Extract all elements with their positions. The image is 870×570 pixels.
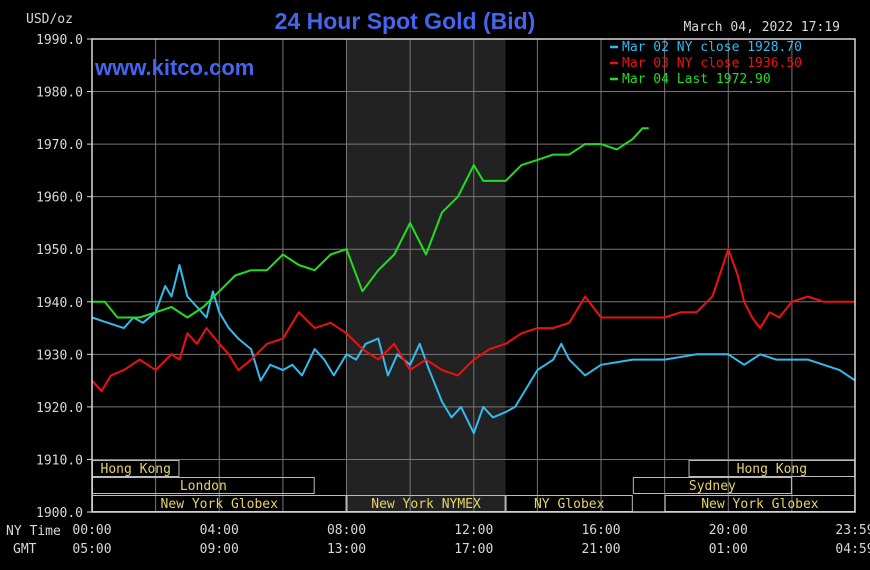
- x-tick-label-ny: 20:00: [709, 523, 748, 538]
- series-line-mar03: [91, 248, 856, 393]
- nymex-session-shade: [346, 39, 506, 512]
- unit-label: USD/oz: [26, 12, 73, 27]
- plot-frame: [91, 38, 856, 513]
- session-label: Hong Kong: [101, 462, 171, 477]
- y-tick-label: 1970.0: [36, 138, 83, 153]
- legend-label-mar04: Mar 04 Last 1972.90: [622, 72, 771, 87]
- y-tick-label: 1950.0: [36, 243, 83, 258]
- y-tick-label: 1900.0: [36, 506, 83, 521]
- y-tick-label: 1910.0: [36, 453, 83, 468]
- x-tick-label-gmt: 01:00: [709, 542, 748, 557]
- x-tick-label-ny: 08:00: [327, 523, 366, 538]
- y-tick-label: 1940.0: [36, 296, 83, 311]
- session-label: New York NYMEX: [371, 497, 481, 512]
- x-tick-label-gmt: 04:59: [835, 542, 870, 557]
- y-tick-label: 1980.0: [36, 86, 83, 101]
- y-tick-label: 1930.0: [36, 348, 83, 363]
- x-tick-label-gmt: 17:00: [454, 542, 493, 557]
- timestamp: March 04, 2022 17:19: [683, 20, 840, 35]
- gmt-label: GMT: [13, 542, 37, 557]
- session-box: [632, 477, 792, 494]
- session-label: Hong Kong: [737, 462, 807, 477]
- x-tick-label-ny: 00:00: [72, 523, 111, 538]
- watermark: www.kitco.com: [94, 55, 254, 80]
- series-line-mar02: [91, 264, 856, 435]
- session-label: London: [180, 479, 227, 494]
- x-tick-label-gmt: 13:00: [327, 542, 366, 557]
- session-label: NY Globex: [534, 497, 605, 512]
- y-tick-label: 1960.0: [36, 191, 83, 206]
- x-tick-label-ny: 12:00: [454, 523, 493, 538]
- session-label: Sydney: [689, 479, 736, 494]
- x-tick-label-ny: 23:59: [835, 523, 870, 538]
- y-tick-label: 1990.0: [36, 33, 83, 48]
- y-tick-label: 1920.0: [36, 401, 83, 416]
- x-tick-label-ny: 04:00: [200, 523, 239, 538]
- legend-label-mar02: Mar 02 NY close 1928.70: [622, 40, 802, 55]
- x-tick-label-ny: 16:00: [581, 523, 620, 538]
- x-tick-label-gmt: 21:00: [581, 542, 620, 557]
- legend-label-mar03: Mar 03 NY close 1936.50: [622, 56, 802, 71]
- session-label: New York Globex: [161, 497, 279, 512]
- x-tick-label-gmt: 09:00: [200, 542, 239, 557]
- x-tick-label-gmt: 05:00: [72, 542, 111, 557]
- session-label: New York Globex: [701, 497, 819, 512]
- chart-title: 24 Hour Spot Gold (Bid): [275, 8, 536, 34]
- series-line-mar04: [92, 127, 649, 319]
- ny-time-label: NY Time: [6, 524, 61, 539]
